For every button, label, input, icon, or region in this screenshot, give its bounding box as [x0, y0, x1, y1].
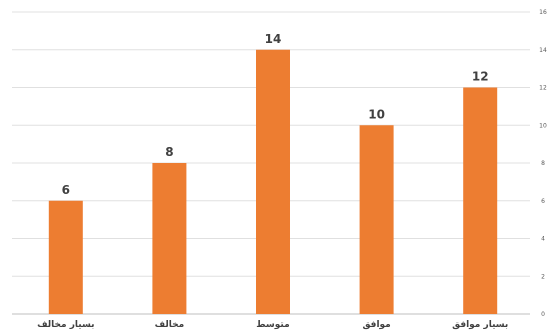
- bar: [256, 49, 290, 314]
- y-tick-label: 14: [539, 47, 547, 54]
- data-label: 14: [265, 32, 282, 46]
- y-tick-label: 16: [539, 9, 547, 16]
- category-label: متوسط: [256, 320, 289, 330]
- data-label: 6: [62, 183, 70, 197]
- y-axis-ticks: 0 2 4 6 8 10 12 14 16: [539, 9, 547, 318]
- bar: [152, 163, 187, 314]
- y-tick-label: 6: [541, 198, 545, 205]
- category-label: بسيار موافق: [452, 320, 508, 330]
- category-label: بسيار مخالف: [37, 320, 94, 330]
- y-tick-label: 12: [539, 85, 547, 92]
- bar: [463, 87, 498, 314]
- data-label: 8: [165, 145, 173, 159]
- y-tick-label: 8: [541, 160, 545, 167]
- y-tick-label: 4: [541, 236, 545, 243]
- bar: [48, 200, 83, 314]
- category-label: موافق: [362, 320, 390, 330]
- data-labels: 6 8 14 10 12: [62, 32, 489, 197]
- data-label: 12: [472, 70, 489, 84]
- data-label: 10: [368, 107, 385, 121]
- x-axis-categories: بسيار مخالف مخالف متوسط موافق بسيار موافق: [37, 320, 508, 330]
- y-tick-label: 2: [541, 273, 545, 280]
- bar: [359, 125, 394, 314]
- bars: [48, 49, 498, 314]
- category-label: مخالف: [155, 320, 185, 330]
- y-tick-label: 0: [541, 311, 545, 318]
- y-tick-label: 10: [539, 122, 547, 129]
